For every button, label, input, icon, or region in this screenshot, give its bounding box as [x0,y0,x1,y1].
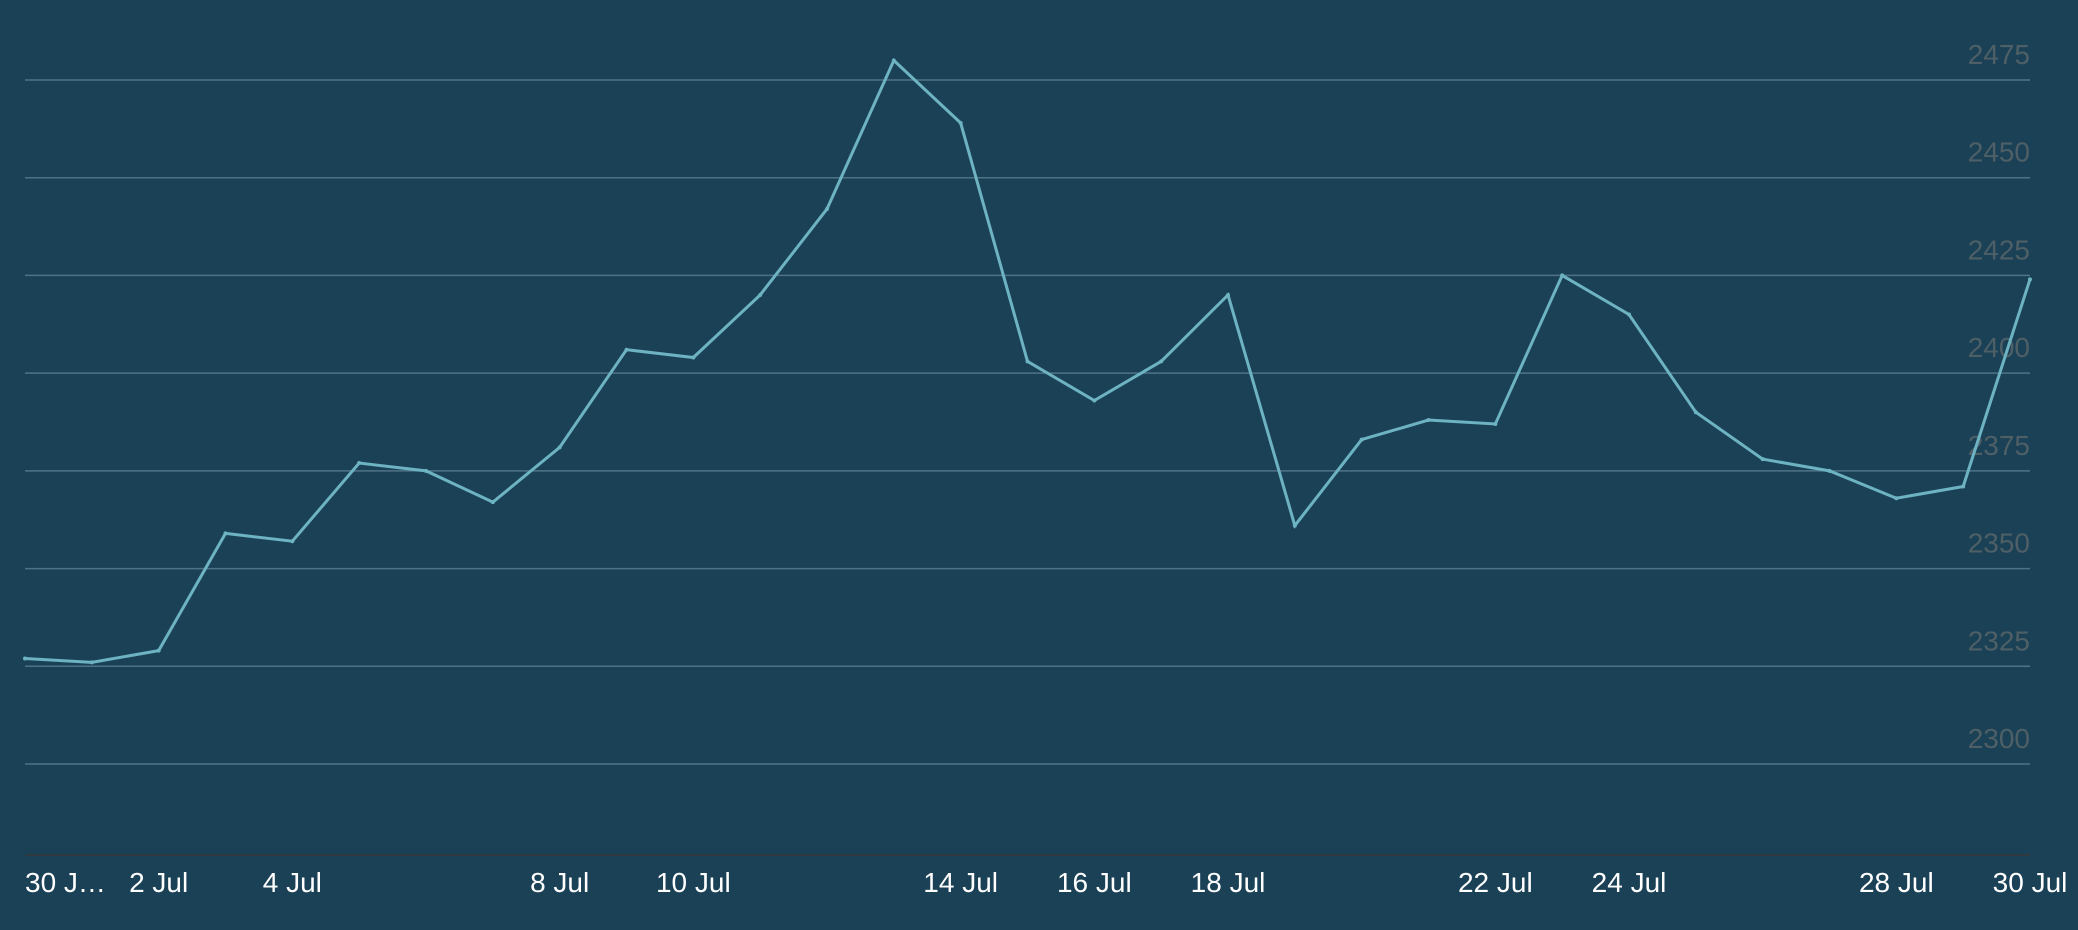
data-point-2023-07-27 [1827,468,1832,473]
data-point-2023-07-29 [1961,484,1966,489]
y-tick-label: 2350 [1968,528,2030,559]
x-tick-label: 4 Jul [263,867,322,898]
data-point-2023-07-18 [1226,292,1230,297]
data-point-2023-07-15 [1025,359,1030,364]
x-tick-label: 22 Jul [1458,867,1533,898]
data-point-2023-07-19 [1292,523,1297,528]
data-point-2023-07-16 [1092,398,1097,403]
y-tick-label: 2375 [1968,430,2030,461]
x-tick-label: 30 Jul [1993,867,2068,898]
data-point-2023-07-14 [958,120,963,125]
y-tick-label: 2300 [1968,723,2030,754]
data-point-2023-07-01 [89,660,94,665]
x-tick-label: 24 Jul [1592,867,1667,898]
x-tick-label: 10 Jul [656,867,731,898]
data-point-2023-07-03 [223,531,228,536]
data-point-2023-07-05 [357,461,362,466]
data-point-2023-07-13 [891,58,896,63]
data-point-2023-07-23 [1560,273,1565,278]
y-tick-label: 2425 [1968,234,2030,265]
x-tick-label: 8 Jul [530,867,589,898]
data-point-2023-07-10 [691,355,696,360]
data-point-2023-07-04 [290,539,295,544]
data-point-2023-07-02 [156,648,161,653]
data-point-2023-07-22 [1493,421,1498,426]
data-point-2023-07-20 [1359,437,1364,442]
data-point-2023-07-11 [758,292,763,297]
data-point-2023-07-21 [1426,418,1431,423]
data-point-2023-07-28 [1894,496,1899,501]
x-tick-label: 30 J… [25,867,106,898]
data-point-2023-07-08 [557,445,562,450]
x-tick-label: 18 Jul [1191,867,1266,898]
y-tick-label: 2325 [1968,625,2030,656]
x-axis-ticks: 30 J… 2 Jul 4 Jul 8 Jul 10 Jul 14 Jul 16 Jul 18… [25,867,2067,898]
data-point-2023-07-07 [490,500,495,505]
data-point-2023-07-09 [624,347,629,352]
data-point-2023-07-25 [1693,410,1698,415]
x-tick-label: 28 Jul [1859,867,1934,898]
y-tick-label: 2400 [1968,332,2030,363]
data-point-2023-07-30 [2028,277,2032,282]
x-tick-label: 2 Jul [129,867,188,898]
x-tick-label: 16 Jul [1057,867,1132,898]
y-axis-ticks: 2475 2450 2425 2400 2375 2350 2325 2300 [1968,39,2030,754]
data-point-2023-07-17 [1159,359,1164,364]
data-points [23,58,2032,665]
data-point-2023-07-24 [1627,312,1631,317]
x-tick-label: 14 Jul [923,867,998,898]
gridlines [25,79,2030,765]
data-point-2023-07-26 [1760,457,1765,462]
y-tick-label: 2450 [1968,137,2030,168]
data-point-2023-07-12 [825,206,829,211]
data-point-2023-06-30 [23,656,27,661]
data-point-2023-07-06 [424,468,428,473]
y-tick-label: 2475 [1968,39,2030,70]
